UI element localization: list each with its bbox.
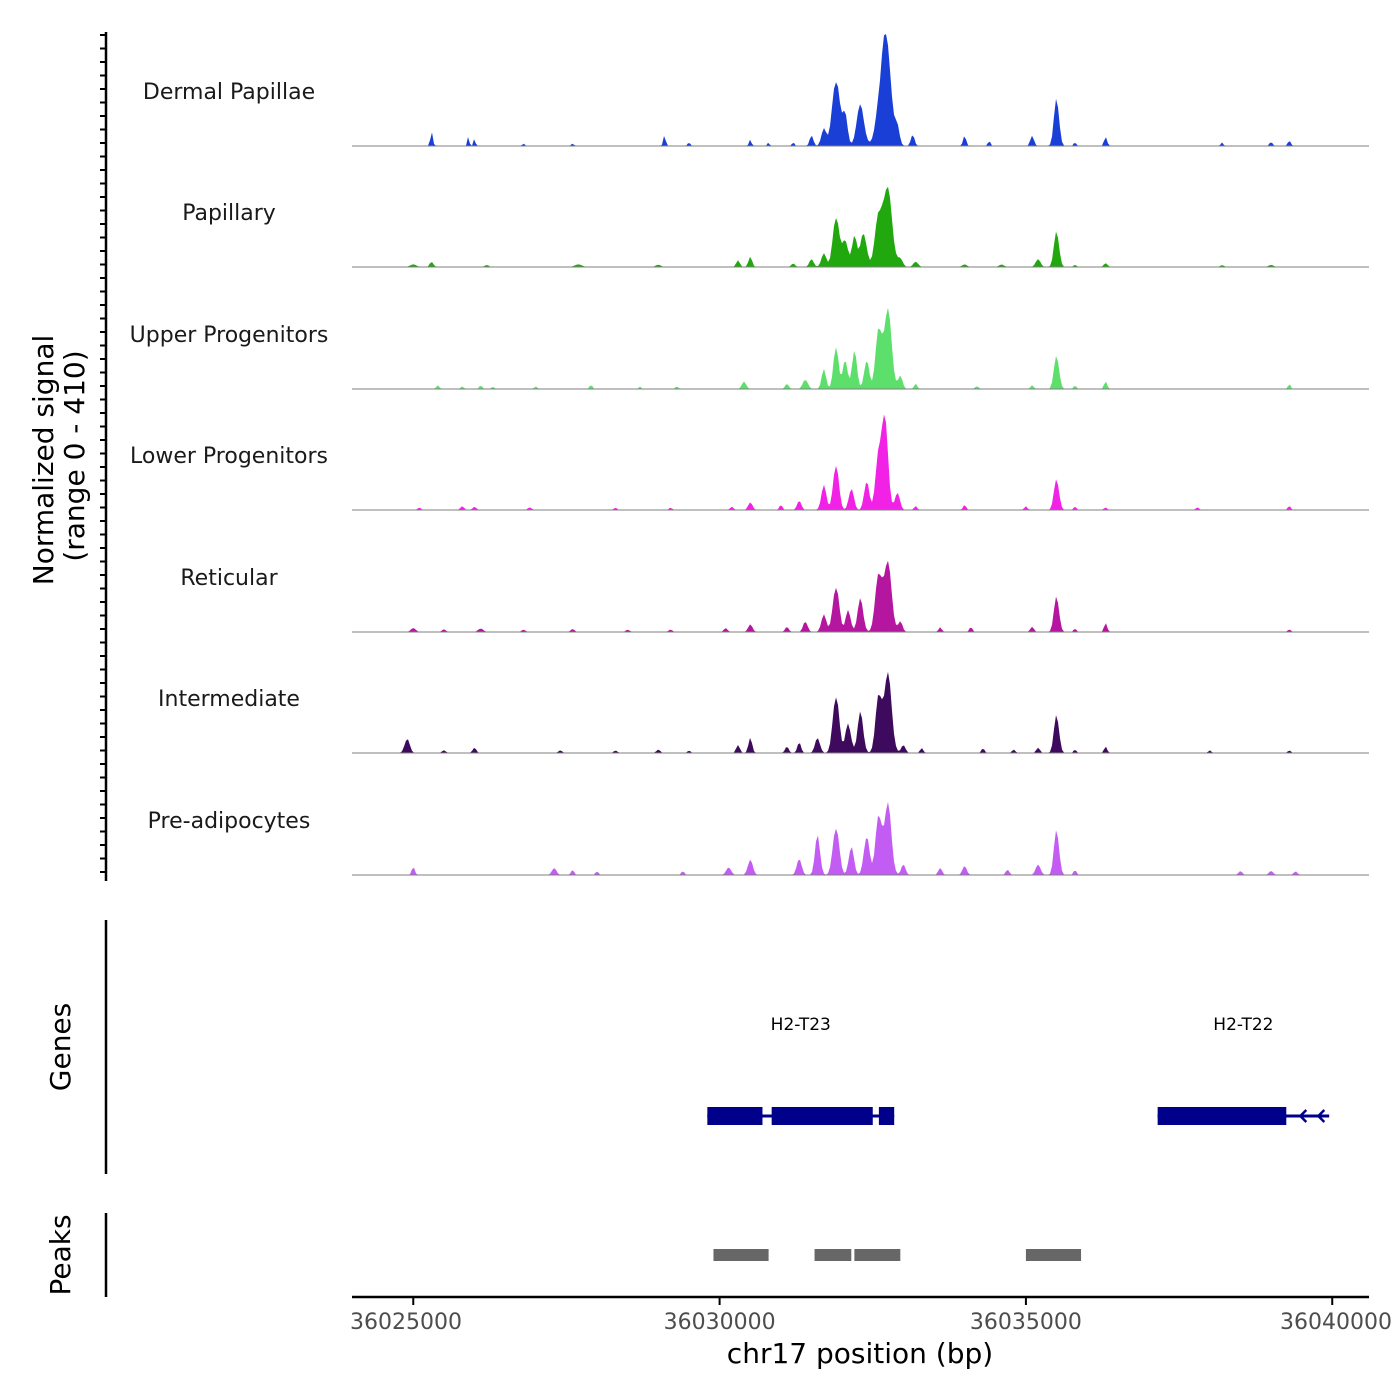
track-label: Pre-adipocytes [148,809,311,834]
track-dermal-papillae: Dermal Papillae [143,34,1369,147]
gene-exon [1157,1107,1287,1125]
peaks-track-title: Peaks [44,1214,77,1295]
gene-exon [878,1107,895,1125]
strand-arrow [1298,1109,1308,1123]
peak-region [854,1249,901,1261]
x-tick-label: 36040000 [1280,1310,1392,1335]
track-label: Dermal Papillae [143,80,315,105]
gene-h2-t23: H2-T23 [707,1015,895,1125]
signal-area [352,801,1369,875]
signal-area [352,560,1369,632]
gene-exon [771,1107,873,1125]
gene-h2-t22: H2-T22 [1157,1015,1330,1125]
coverage-tracks: Dermal Papillae Papillary Upper Progenitor… [130,34,1369,876]
y-axis-range: (range 0 - 410) [58,350,91,561]
gene-exon [707,1107,763,1125]
x-tick-label: 36030000 [664,1310,776,1335]
track-label: Papillary [182,201,276,226]
signal-area [352,671,1369,753]
track-pre-adipocytes: Pre-adipocytes [148,801,1369,876]
gene-label: H2-T23 [771,1015,831,1035]
track-label: Reticular [180,566,278,591]
peaks-track [713,1249,1082,1261]
track-lower-progenitors: Lower Progenitors [130,414,1369,511]
track-label: Lower Progenitors [130,444,328,469]
track-label: Upper Progenitors [130,323,329,348]
signal-area [352,34,1369,146]
y-axis-title: Normalized signal [27,335,60,586]
track-reticular: Reticular [180,560,1369,633]
x-tick-label: 36035000 [970,1310,1082,1335]
track-papillary: Papillary [182,186,1369,268]
peak-region [1025,1249,1082,1261]
peak-region [814,1249,852,1261]
signal-area [352,307,1369,389]
signal-area [352,414,1369,510]
track-intermediate: Intermediate [158,671,1369,754]
genes-track-title: Genes [44,1003,77,1091]
signal-area [352,186,1369,267]
coverage-y-axis-ticks [100,34,106,873]
strand-arrow [1316,1109,1326,1123]
x-axis-ticks: 36025000 36030000 36035000 36040000 [350,1297,1392,1335]
gene-label: H2-T22 [1213,1015,1273,1035]
x-tick-label: 36025000 [350,1310,462,1335]
genes-track: H2-T23 H2-T22 [707,1015,1330,1125]
x-axis-title: chr17 position (bp) [727,1337,993,1370]
peak-region [713,1249,769,1261]
track-label: Intermediate [158,687,300,712]
track-upper-progenitors: Upper Progenitors [130,307,1369,390]
